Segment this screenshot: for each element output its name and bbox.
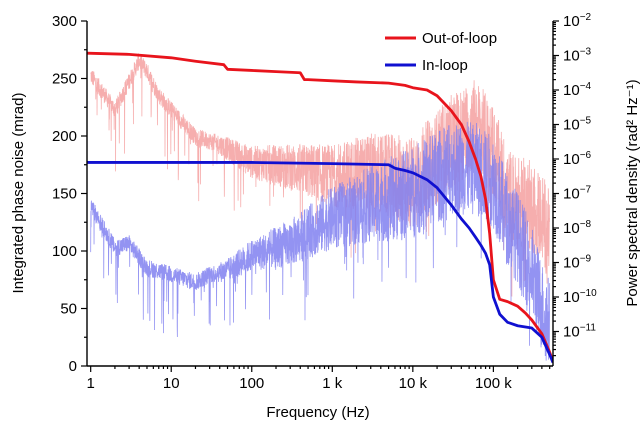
legend-item: Out-of-loop — [385, 30, 497, 47]
y-left-tick-label: 150 — [52, 186, 77, 203]
y-right-tick-label: 10−8 — [563, 219, 592, 237]
x-tick-label: 10 — [163, 375, 180, 392]
y-left-tick-label: 250 — [52, 71, 77, 88]
x-tick-label: 1 k — [322, 375, 343, 392]
x-tick-label: 10 k — [399, 375, 428, 392]
y-axis-right-title: Power spectral density (rad² Hz⁻¹) — [624, 79, 641, 306]
y-right-tick-label: 10−4 — [563, 81, 592, 99]
x-tick-label: 1 — [87, 375, 95, 392]
y-left-tick-label: 200 — [52, 128, 77, 145]
y-right-tick-label: 10−6 — [563, 150, 592, 168]
y-right-tick-label: 10−5 — [563, 116, 592, 134]
y-left-tick-label: 100 — [52, 243, 77, 260]
legend-label: Out-of-loop — [422, 30, 497, 47]
legend-label: In-loop — [422, 57, 468, 74]
psd-line — [90, 121, 551, 361]
x-tick-label: 100 k — [475, 375, 512, 392]
y-right-tick-label: 10−9 — [563, 254, 592, 272]
y-left-tick-label: 50 — [60, 301, 77, 318]
legend-item: In-loop — [385, 57, 468, 74]
y-right-tick-label: 10−2 — [563, 12, 592, 30]
x-axis-title: Frequency (Hz) — [266, 404, 369, 421]
y-right-tick-label: 10−10 — [563, 288, 597, 306]
psd-traces — [90, 53, 551, 361]
x-tick-label: 100 — [239, 375, 264, 392]
psd-series-in-loop — [90, 121, 551, 361]
y-right-tick-label: 10−3 — [563, 47, 592, 65]
y-left-tick-label: 0 — [69, 358, 77, 375]
y-axis-left-title: Integrated phase noise (mrad) — [10, 93, 27, 294]
y-right-tick-label: 10−11 — [563, 323, 596, 341]
y-right-tick-label: 10−7 — [563, 185, 592, 203]
y-left-tick-label: 300 — [52, 13, 77, 30]
series-line-out-of-loop — [87, 51, 553, 362]
series-line-in-loop — [87, 161, 553, 364]
axes: 1 10 100 1 k 10 k 100 k 0 50 100 150 200 250 300 10−1… — [52, 12, 597, 392]
legend: Out-of-loop In-loop — [385, 30, 497, 74]
integrated-traces — [87, 51, 553, 364]
